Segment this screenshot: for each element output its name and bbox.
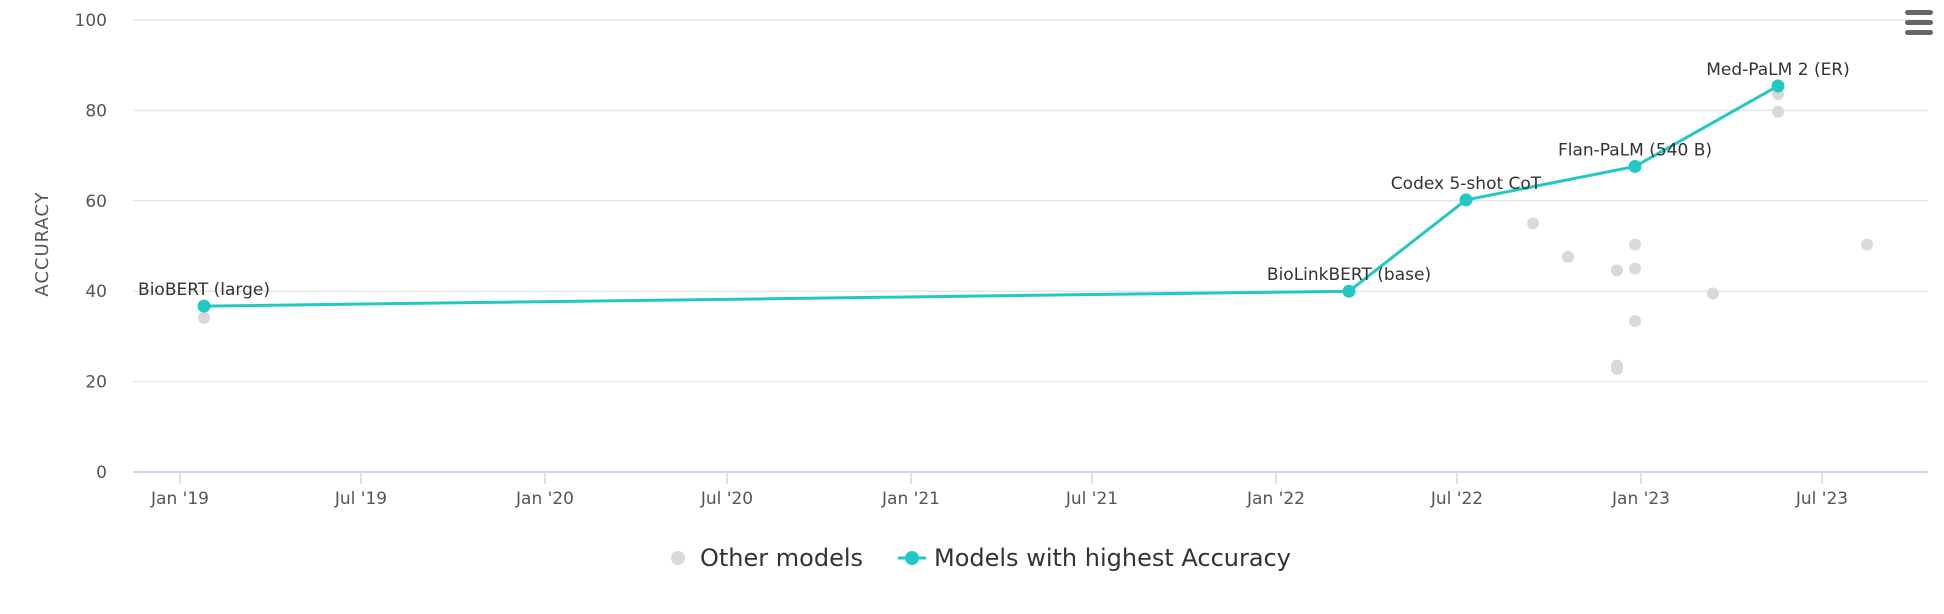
y-tick-label: 40: [85, 282, 107, 302]
point-label: BioLinkBERT (base): [1267, 265, 1431, 285]
x-tick-label: Jan '21: [881, 489, 940, 509]
point-label: Codex 5-shot CoT: [1391, 174, 1542, 194]
highest-accuracy-point: [1459, 193, 1473, 207]
highest-accuracy-point: [197, 299, 211, 313]
other-model-point: [1629, 315, 1641, 328]
legend: Other models Models with highest Accuracy: [671, 544, 1291, 572]
x-tick-label: Jan '19: [150, 489, 209, 509]
other-model-point: [1861, 238, 1873, 251]
legend-item-highest-accuracy[interactable]: Models with highest Accuracy: [898, 544, 1291, 572]
x-tick-label: Jan '22: [1246, 489, 1305, 509]
x-tick-label: Jul '21: [1065, 489, 1118, 509]
x-tick-label: Jul '20: [700, 489, 753, 509]
other-model-point: [1629, 238, 1641, 251]
highest-accuracy-point: [1342, 284, 1356, 298]
y-axis-title: ACCURACY: [32, 191, 53, 296]
y-tick-label: 20: [85, 373, 107, 393]
legend-item-other-models[interactable]: Other models: [671, 544, 863, 572]
series-line: [203, 84, 1779, 308]
other-model-point: [1611, 264, 1623, 277]
other-model-point: [198, 311, 210, 324]
other-model-point: [1562, 250, 1574, 263]
other-model-point: [1772, 105, 1784, 118]
y-tick-label: 80: [85, 101, 107, 121]
x-tick-label: Jul '22: [1430, 489, 1483, 509]
series: [197, 79, 1873, 375]
other-model-point: [1611, 362, 1623, 375]
highest-accuracy-point: [1771, 79, 1785, 93]
point-labels: BioBERT (large) BioLinkBERT (base) Codex 5…: [138, 60, 1850, 300]
legend-dot-marker: [905, 551, 919, 565]
other-model-point: [1629, 262, 1641, 275]
point-label: Med-PaLM 2 (ER): [1706, 60, 1850, 80]
axes: ACCURACY 0 20 40 60 80 100 Jan '19 Jul '19 Jan '…: [32, 11, 1928, 509]
highest-accuracy-point: [1628, 159, 1642, 173]
chart-menu-button[interactable]: [1905, 10, 1933, 35]
grid-lines: [133, 19, 1928, 383]
point-label: BioBERT (large): [138, 280, 270, 300]
point-label: Flan-PaLM (540 B): [1558, 140, 1712, 160]
other-model-point: [1527, 217, 1539, 230]
x-tick-label: Jul '23: [1795, 489, 1848, 509]
legend-dot-marker: [671, 551, 685, 565]
other-model-point: [1707, 287, 1719, 300]
x-tick-label: Jan '20: [515, 489, 574, 509]
y-tick-label: 0: [96, 463, 107, 483]
legend-label: Models with highest Accuracy: [934, 544, 1291, 572]
series-other-models: [198, 88, 1873, 375]
y-tick-label: 100: [75, 11, 107, 31]
y-tick-label: 60: [85, 192, 107, 212]
hamburger-menu-icon: [1905, 10, 1933, 35]
series-highest-accuracy: [197, 79, 1785, 313]
legend-label: Other models: [700, 544, 863, 572]
x-tick-label: Jan '23: [1611, 489, 1670, 509]
x-tick-label: Jul '19: [334, 489, 387, 509]
